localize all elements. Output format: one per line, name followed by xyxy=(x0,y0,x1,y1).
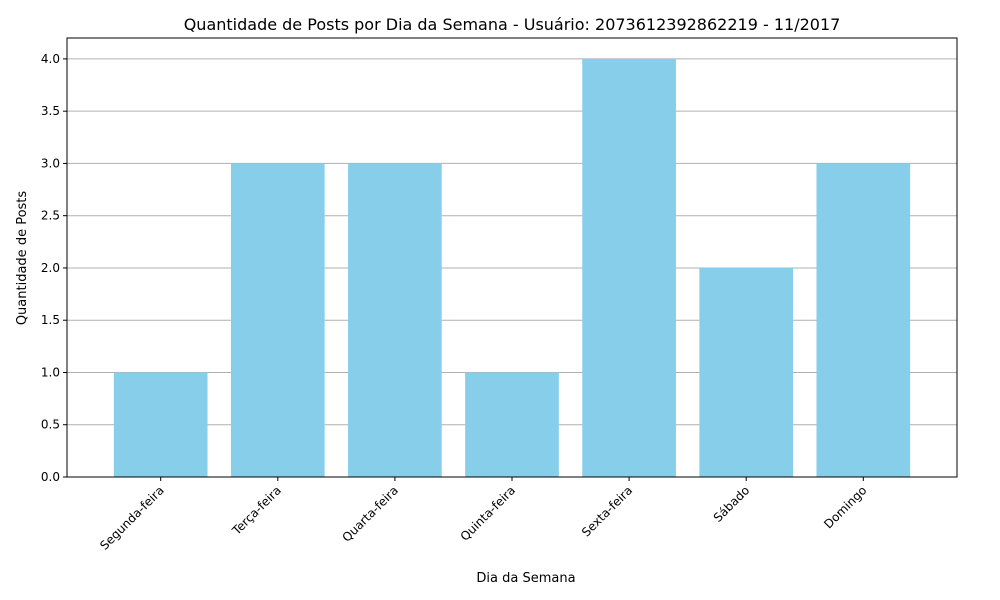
y-tick-label: 1.0 xyxy=(41,365,60,379)
x-tick-label: Segunda-feira xyxy=(97,483,167,553)
bar xyxy=(348,163,442,477)
chart-title: Quantidade de Posts por Dia da Semana - … xyxy=(184,15,841,34)
x-tick-label: Sábado xyxy=(711,483,753,525)
x-tick-label: Quinta-feira xyxy=(458,483,519,544)
bars xyxy=(113,58,911,478)
y-axis-ticks: 0.0 0.5 1.0 1.5 2.0 2.5 3.0 3.5 4.0 xyxy=(41,52,67,484)
y-tick-label: 4.0 xyxy=(41,52,60,66)
y-axis-label: Quantidade de Posts xyxy=(15,191,30,326)
x-tick-label: Quarta-feira xyxy=(340,483,401,544)
x-axis-label: Dia da Semana xyxy=(476,571,575,586)
x-tick-label: Sexta-feira xyxy=(579,483,635,539)
bar xyxy=(816,163,911,477)
y-tick-label: 0.0 xyxy=(41,470,60,484)
y-tick-label: 1.5 xyxy=(41,313,60,327)
x-tick-label: Terça-feira xyxy=(229,483,284,538)
y-tick-label: 3.5 xyxy=(41,104,60,118)
y-tick-label: 2.0 xyxy=(41,261,60,275)
bar xyxy=(465,372,559,477)
x-axis-ticks: Segunda-feira Terça-feira Quarta-feira Quin… xyxy=(97,477,869,553)
bar xyxy=(113,372,208,477)
y-tick-label: 3.0 xyxy=(41,156,60,170)
grid-lines xyxy=(67,58,957,478)
bar xyxy=(582,58,676,478)
bar xyxy=(699,267,794,477)
bar xyxy=(230,163,325,477)
x-tick-label: Domingo xyxy=(821,483,869,531)
y-tick-label: 0.5 xyxy=(41,418,60,432)
y-tick-label: 2.5 xyxy=(41,209,60,223)
